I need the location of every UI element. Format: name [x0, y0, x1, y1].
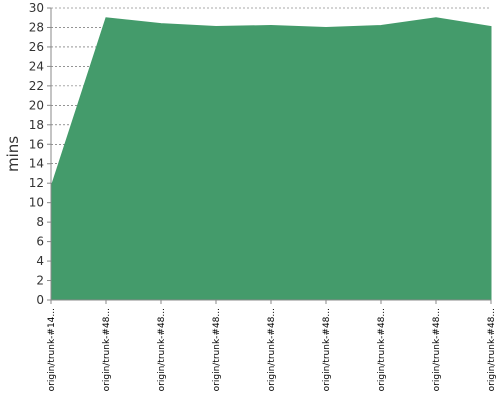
x-tick-label-5: origin/trunk-#48... [322, 308, 332, 391]
y-tick-label-0: 0 [36, 293, 44, 307]
y-tick-label-2: 4 [36, 254, 44, 268]
x-tick-label-4: origin/trunk-#48... [267, 308, 277, 391]
x-tick-label-1: origin/trunk-#48... [102, 308, 112, 391]
y-tick-label-9: 18 [29, 118, 44, 132]
x-tick-labels: origin/trunk-#14... origin/trunk-#48... or… [47, 308, 497, 391]
area-series [50, 17, 492, 301]
y-tick-label-5: 10 [29, 196, 44, 210]
x-tick-label-7: origin/trunk-#48... [432, 308, 442, 391]
area-fill [50, 17, 492, 301]
y-tick-label-3: 6 [36, 235, 44, 249]
y-tick-label-12: 24 [29, 59, 44, 73]
y-tick-label-1: 2 [36, 274, 44, 288]
x-tick-label-8: origin/trunk-#48... [487, 308, 497, 391]
x-tick-label-6: origin/trunk-#48... [377, 308, 387, 391]
x-tick-label-2: origin/trunk-#48... [157, 308, 167, 391]
x-tick-label-3: origin/trunk-#48... [212, 308, 222, 391]
x-tick-label-0: origin/trunk-#14... [47, 308, 57, 391]
y-tick-label-15: 30 [29, 1, 44, 15]
y-tick-label-13: 26 [29, 40, 44, 54]
y-tick-label-11: 22 [29, 79, 44, 93]
y-tick-label-10: 20 [29, 98, 44, 112]
axes [47, 7, 492, 304]
y-tick-label-14: 28 [29, 20, 44, 34]
y-tick-label-4: 8 [36, 215, 44, 229]
y-tick-label-6: 12 [29, 176, 44, 190]
y-axis-label: mins [4, 136, 22, 172]
y-tick-label-7: 14 [29, 157, 44, 171]
y-tick-label-8: 16 [29, 137, 44, 151]
